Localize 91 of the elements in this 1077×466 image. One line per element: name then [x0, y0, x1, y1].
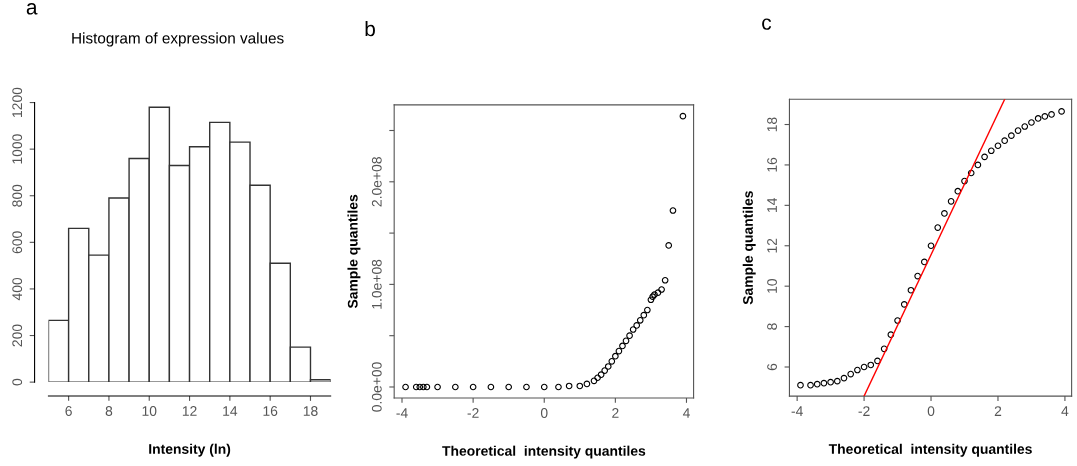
x-tick-label: 8 — [105, 406, 113, 416]
point — [420, 383, 427, 391]
x-tick-label: -2 — [467, 408, 479, 418]
point — [1034, 115, 1042, 122]
point — [402, 383, 409, 391]
point — [540, 383, 548, 391]
y-tick-label: 2.0e+08 — [371, 157, 382, 207]
point — [921, 258, 928, 266]
x-tick-label: 0 — [927, 406, 935, 417]
point — [1048, 111, 1055, 118]
x-tick-label: 10 — [142, 406, 157, 416]
point — [626, 332, 633, 340]
point — [622, 337, 630, 345]
point — [1058, 108, 1065, 115]
y-tick-label: 10 — [767, 278, 777, 293]
point — [1008, 132, 1015, 139]
x-tick-label: 18 — [303, 406, 318, 416]
point — [941, 210, 948, 217]
y-tick-label: 1.0e+08 — [371, 259, 382, 309]
point — [847, 370, 855, 378]
y-tick-label: 400 — [12, 277, 23, 301]
y-tick-label: 6 — [767, 363, 777, 371]
point — [1028, 119, 1035, 126]
y-tick-label: 600 — [12, 231, 23, 254]
x-axis-title: Intensity (ln) — [149, 443, 231, 457]
y-tick-label: 1000 — [12, 134, 23, 164]
point — [555, 383, 562, 391]
point — [994, 142, 1002, 150]
x-tick-label: 4 — [1061, 406, 1069, 416]
point — [636, 316, 644, 324]
point — [1021, 123, 1029, 130]
text: c — [762, 18, 772, 30]
y-axis-title: Sample quantiles — [347, 194, 361, 309]
point — [665, 242, 673, 249]
text: b — [365, 20, 375, 37]
y-tick-label: 18 — [767, 117, 777, 132]
point — [854, 366, 861, 374]
point — [658, 286, 665, 293]
y-tick-label: 1200 — [12, 87, 23, 117]
point — [797, 381, 804, 389]
point — [412, 383, 420, 391]
point — [813, 380, 821, 388]
x-tick-label: 14 — [223, 406, 238, 416]
point — [604, 363, 612, 370]
x-tick-label: -4 — [791, 406, 803, 416]
x-axis-title: Theoretical intensity quantiles — [442, 445, 646, 459]
point — [934, 224, 942, 231]
y-tick-label: 16 — [767, 157, 777, 172]
point — [505, 383, 513, 391]
point — [434, 383, 441, 391]
x-tick-label: -4 — [396, 408, 408, 418]
point — [827, 378, 834, 386]
x-tick-label: -2 — [858, 406, 870, 416]
point — [1014, 127, 1022, 134]
chart-title: Histogram of expression values — [72, 32, 284, 47]
point — [661, 276, 669, 284]
x-tick-label: 16 — [263, 406, 278, 416]
y-tick-label: 0 — [12, 378, 23, 386]
point — [608, 358, 616, 365]
point — [947, 197, 955, 205]
y-tick-label: 8 — [767, 323, 777, 330]
point — [894, 317, 901, 324]
point — [927, 242, 935, 250]
x-tick-label: 0 — [540, 408, 548, 418]
point — [867, 361, 875, 369]
x-tick-label: 12 — [182, 406, 197, 416]
x-tick-label: 2 — [612, 408, 619, 418]
y-tick-label: 14 — [767, 198, 777, 213]
x-tick-label: 4 — [682, 408, 690, 418]
x-axis-title: Theoretical intensity quantiles — [828, 443, 1032, 457]
point — [669, 207, 677, 214]
point — [523, 383, 530, 391]
point — [1001, 137, 1009, 145]
point — [619, 342, 626, 350]
point — [452, 383, 459, 391]
point — [612, 352, 619, 360]
y-tick-label: 12 — [767, 238, 777, 253]
point — [576, 382, 584, 390]
point — [987, 147, 995, 155]
point — [807, 381, 814, 389]
point — [597, 371, 605, 379]
point — [644, 306, 651, 314]
y-axis-title: Sample quantiles — [742, 191, 756, 305]
y-tick-label: 200 — [12, 324, 23, 347]
y-tick-label: 0.0e+00 — [371, 362, 382, 412]
point — [833, 377, 841, 385]
x-tick-label: 2 — [994, 406, 1002, 416]
text: a — [26, 3, 38, 15]
y-tick-label: 800 — [12, 184, 23, 207]
point — [633, 322, 641, 329]
x-tick-label: 6 — [65, 406, 72, 416]
